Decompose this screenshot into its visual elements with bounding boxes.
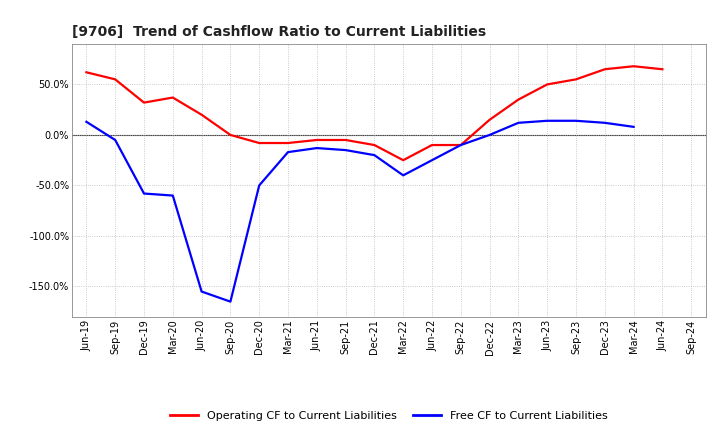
Legend: Operating CF to Current Liabilities, Free CF to Current Liabilities: Operating CF to Current Liabilities, Fre… xyxy=(166,407,612,426)
Text: [9706]  Trend of Cashflow Ratio to Current Liabilities: [9706] Trend of Cashflow Ratio to Curren… xyxy=(72,25,486,39)
